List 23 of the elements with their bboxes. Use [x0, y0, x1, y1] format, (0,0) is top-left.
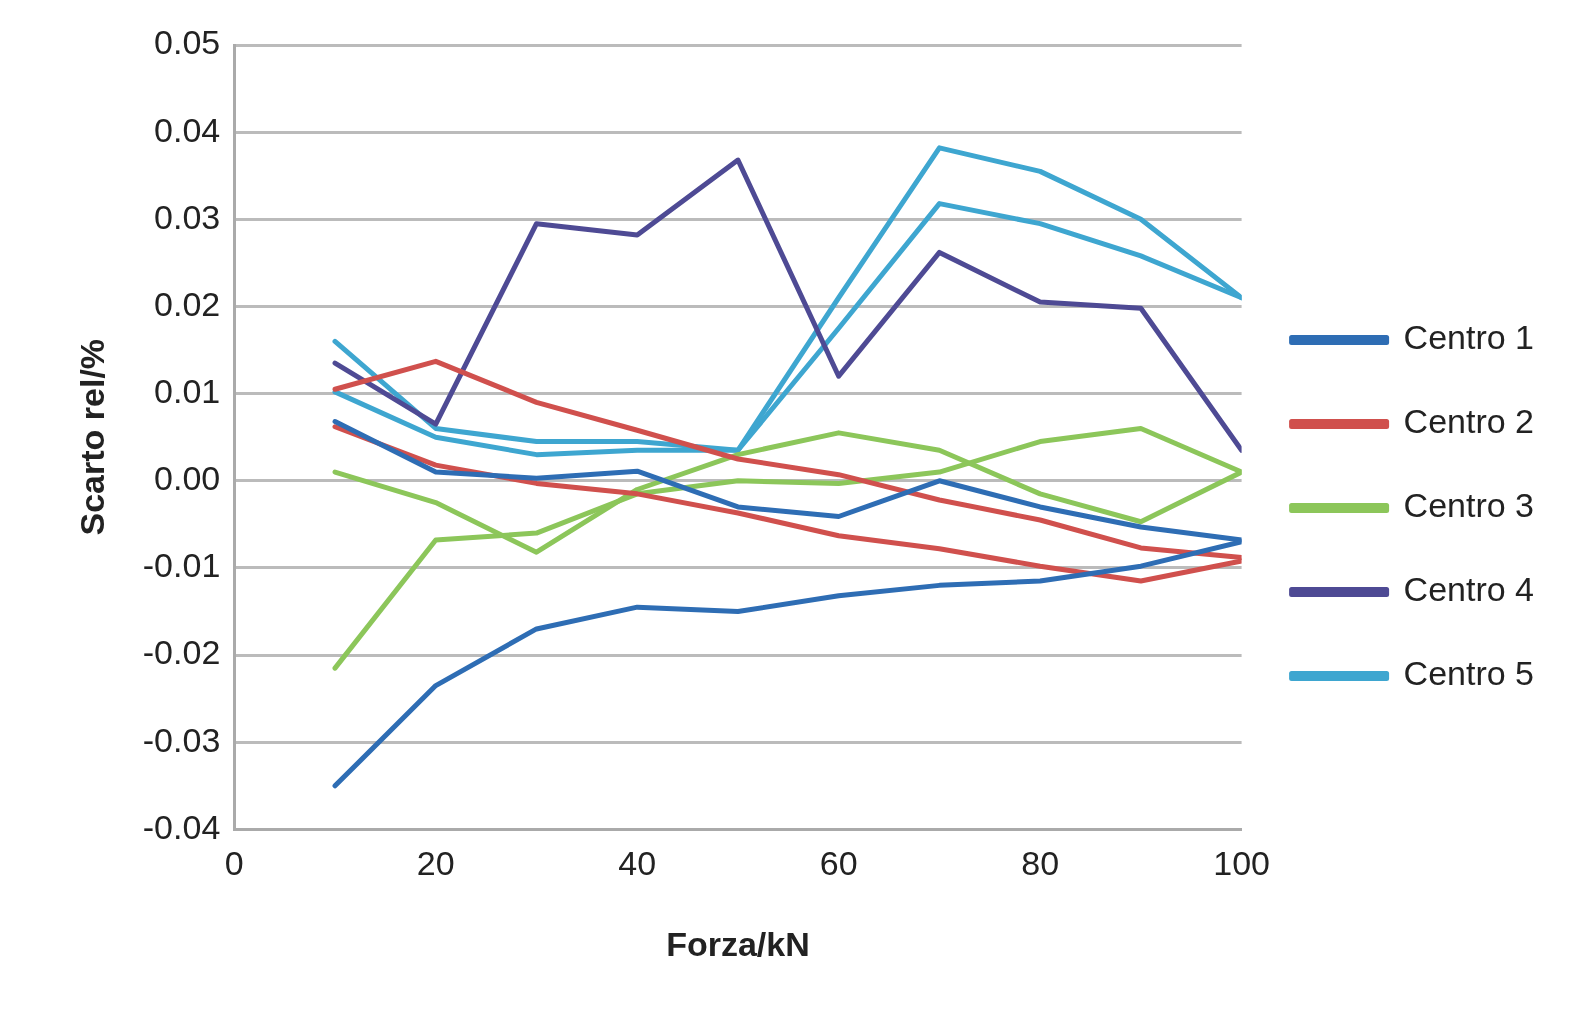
y-axis-title: Scarto rel/%: [72, 338, 111, 536]
x-axis-title: Forza/kN: [666, 924, 810, 963]
legend-label: Centro 5: [1403, 654, 1534, 693]
y-tick-label: 0.03: [154, 197, 221, 236]
x-tick-label: 0: [224, 844, 244, 883]
y-tick-label: -0.04: [142, 807, 221, 846]
y-tick-label: -0.03: [142, 720, 221, 759]
x-tick-label: 20: [416, 844, 455, 883]
legend-label: Centro 4: [1403, 570, 1534, 609]
x-tick-label: 40: [618, 844, 657, 883]
legend-label: Centro 2: [1403, 402, 1534, 441]
y-tick-label: 0.01: [154, 372, 221, 410]
legend-label: Centro 3: [1403, 486, 1534, 525]
y-tick-label: -0.02: [142, 633, 221, 672]
y-tick-label: 0.02: [154, 284, 221, 323]
x-tick-label: 100: [1213, 844, 1270, 883]
y-tick-label: 0.05: [154, 23, 221, 62]
x-tick-label: 80: [1021, 844, 1060, 883]
y-tick-label: 0.00: [154, 459, 221, 498]
y-tick-label: 0.04: [154, 110, 221, 149]
legend-label: Centro 1: [1403, 318, 1534, 357]
y-tick-label: -0.01: [142, 546, 221, 585]
x-tick-label: 60: [819, 844, 858, 883]
